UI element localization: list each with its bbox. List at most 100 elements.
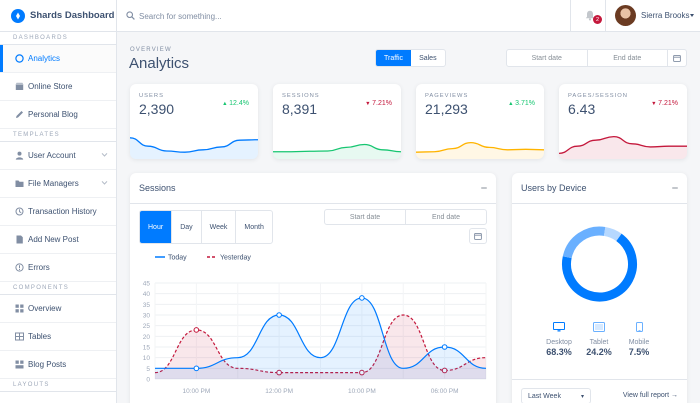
tab-day[interactable]: Day (172, 211, 202, 243)
chevron-down-icon: ▾ (580, 394, 584, 400)
sidebar-item-label: Online Store (28, 82, 73, 91)
stat-card-users: USERS 2,390 ▲ 12.4% (130, 84, 258, 159)
data-point (193, 365, 200, 372)
stat-delta: ▲ 3.71% (508, 100, 535, 107)
mobile-icon (635, 322, 643, 332)
devices-title: Users by Device (521, 183, 587, 193)
sidebar-nav: DASHBOARDS Analytics Online Store Personal … (0, 32, 116, 392)
sidebar-item-tables[interactable]: Tables (0, 323, 116, 351)
stat-value: 21,293 (425, 101, 468, 117)
sidebar-item-label: Tables (28, 332, 52, 341)
sidebar-item-errors[interactable]: Errors (0, 254, 116, 282)
end-date-input[interactable]: End date (588, 50, 668, 66)
avatar[interactable] (615, 5, 636, 26)
y-tick-label: 30 (143, 313, 151, 320)
grid-icon (14, 304, 24, 313)
stat-label: SESSIONS (282, 93, 320, 99)
sidebar-item-analytics[interactable]: Analytics (0, 45, 116, 73)
devices-card: Users by Device Desktop 68.3% Tablet 24.… (512, 173, 687, 403)
analytics-icon (14, 54, 24, 63)
folder-icon (14, 179, 24, 188)
search-input[interactable] (139, 8, 399, 24)
sparkline-area (273, 144, 401, 159)
sidebar-item-label: Personal Blog (28, 110, 78, 119)
series-line-today (155, 297, 487, 369)
tab-week[interactable]: Week (202, 211, 237, 243)
sparkline-area (416, 142, 544, 159)
stat-delta: ▼ 7.21% (651, 100, 678, 107)
sidebar-item-online-store[interactable]: Online Store (0, 73, 116, 101)
donut-slice-desktop (562, 233, 637, 302)
device-name: Mobile (628, 339, 650, 346)
brand[interactable]: Shards Dashboard (0, 0, 116, 32)
sales-button[interactable]: Sales (419, 54, 437, 62)
sidebar-item-transaction-history[interactable]: Transaction History (0, 198, 116, 226)
sidebar-item-label: Transaction History (28, 207, 97, 216)
sidebar-section-title: LAYOUTS (0, 379, 116, 392)
sparkline-chart (559, 135, 687, 159)
bell-icon[interactable] (585, 10, 595, 21)
tab-hour[interactable]: Hour (140, 211, 173, 243)
period-select[interactable]: Last Week ▾ (521, 388, 591, 403)
end-date-input[interactable]: End date (431, 213, 461, 221)
sidebar-item-personal-blog[interactable]: Personal Blog (0, 101, 116, 129)
arrow-up-icon: ▲ (508, 101, 516, 107)
sidebar-item-label: User Account (28, 151, 76, 160)
sidebar-item-overview[interactable]: Overview (0, 295, 116, 323)
device-value: 68.3% (546, 347, 572, 357)
sparkline-chart (273, 143, 401, 159)
y-tick-label: 45 (143, 281, 151, 288)
sparkline-chart (416, 141, 544, 159)
sessions-line-chart: 0 5 10 15 20 25 30 35 40 45 10:00 PM 12:00 PM 10:00 … (143, 255, 487, 395)
tab-month[interactable]: Month (244, 223, 264, 231)
device-donut-chart (562, 226, 637, 302)
sidebar-section-title: COMPONENTS (0, 282, 116, 295)
stat-value: 6.43 (568, 101, 596, 117)
traffic-button[interactable]: Traffic (376, 50, 412, 66)
traffic-sales-toggle: Traffic Sales (375, 49, 446, 67)
data-point (359, 369, 365, 376)
start-date-input[interactable]: Start date (325, 210, 406, 224)
sidebar: Shards Dashboard DASHBOARDS Analytics Onli… (0, 0, 117, 403)
sidebar-item-user-account[interactable]: User Account (0, 142, 116, 170)
stat-label: PAGES/SESSION (568, 93, 628, 99)
y-tick-label: 15 (143, 345, 151, 352)
sidebar-item-blog-posts[interactable]: Blog Posts (0, 351, 116, 379)
desktop-icon (553, 322, 565, 332)
calendar-icon[interactable] (469, 228, 487, 244)
calendar-icon[interactable] (668, 50, 686, 66)
y-tick-label: 25 (143, 323, 151, 330)
y-tick-label: 35 (143, 302, 151, 309)
data-point (193, 327, 200, 333)
arrow-up-icon: ▲ (222, 101, 230, 107)
sessions-date-range: Start date End date (324, 209, 487, 225)
x-tick-label: 10:00 PM (348, 388, 376, 395)
notification-badge: 2 (593, 15, 602, 24)
device-name: Tablet (589, 339, 609, 346)
sidebar-item-label: Add New Post (28, 235, 79, 244)
caret-down-icon[interactable] (690, 14, 694, 17)
menu-icon[interactable] (481, 187, 487, 189)
sessions-card-header: Sessions (130, 173, 496, 204)
sidebar-item-file-managers[interactable]: File Managers (0, 170, 116, 198)
device-value: 24.2% (586, 347, 612, 357)
stat-delta: ▼ 7.21% (365, 100, 392, 107)
start-date-input[interactable]: Start date (507, 50, 588, 66)
menu-icon[interactable] (672, 187, 678, 189)
stat-label: PAGEVIEWS (425, 93, 469, 99)
y-tick-label: 40 (143, 291, 151, 298)
series-area-yesterday (155, 315, 486, 379)
history-icon (14, 207, 24, 216)
data-point (276, 312, 282, 318)
chevron-down-icon (101, 179, 108, 188)
view-full-report-link[interactable]: View full report → (622, 392, 678, 399)
note-icon (14, 235, 24, 244)
donut-slice-mobile (603, 226, 622, 242)
sidebar-item-label: Errors (28, 263, 50, 272)
stat-card-pages-session: PAGES/SESSION 6.43 ▼ 7.21% (559, 84, 687, 159)
sidebar-item-add-new-post[interactable]: Add New Post (0, 226, 116, 254)
user-name[interactable]: Sierra Brooks (641, 11, 690, 20)
posts-icon (14, 360, 24, 369)
sidebar-item-label: Overview (28, 304, 62, 313)
sidebar-item-label: Blog Posts (28, 360, 67, 369)
